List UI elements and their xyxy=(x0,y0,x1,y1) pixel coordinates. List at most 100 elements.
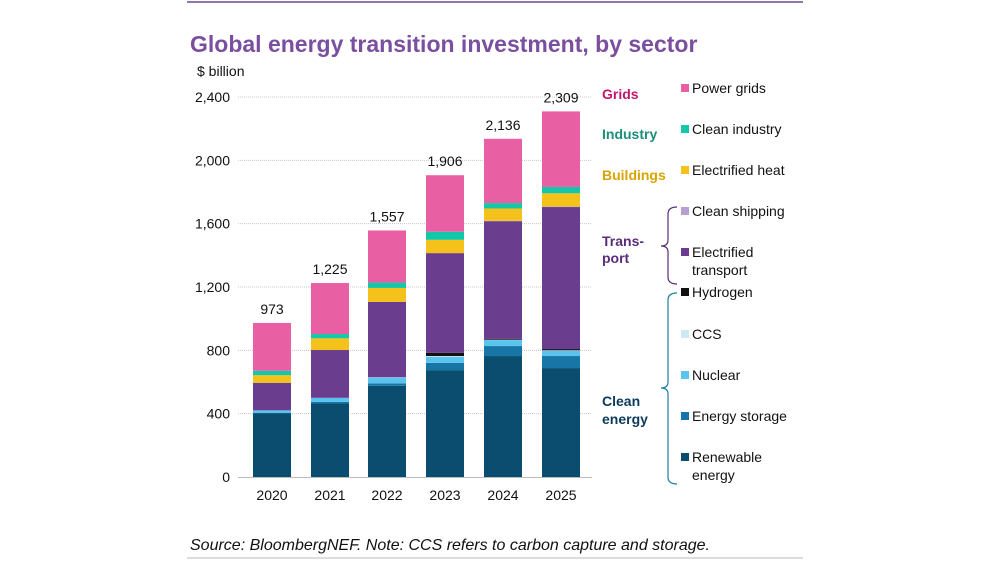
source-note: Source: BloombergNEF. Note: CCS refers t… xyxy=(190,537,710,554)
legend-swatch-renewable-energy xyxy=(681,453,689,461)
y-tick-label: 2,400 xyxy=(195,89,230,105)
legend-label: Power grids xyxy=(692,80,766,96)
bar-segment-power-grids xyxy=(484,139,522,203)
bar-segment-power-grids xyxy=(311,283,349,334)
legend-label: Clean shipping xyxy=(692,203,785,219)
y-tick-label: 1,600 xyxy=(195,216,230,232)
legend-swatch-electrified-heat xyxy=(681,166,689,174)
bar-segment-renewable-energy xyxy=(368,386,406,477)
bar-segment-electrified-transport xyxy=(368,302,406,377)
bar-segment-hydrogen xyxy=(542,349,580,350)
y-tick-label: 800 xyxy=(207,342,231,358)
legend-swatch-power-grids xyxy=(681,84,689,92)
bar-segment-ccs xyxy=(426,356,464,357)
legend-group-transport: Trans- xyxy=(602,233,644,249)
bar-segment-clean-industry xyxy=(484,203,522,208)
x-tick-label: 2024 xyxy=(487,487,518,503)
bar-segment-nuclear xyxy=(311,398,349,402)
bar-segment-energy-storage xyxy=(426,363,464,370)
y-tick-label: 400 xyxy=(207,406,231,422)
legend-swatch-energy-storage xyxy=(681,412,689,420)
legend-group-transport: port xyxy=(602,250,630,266)
bar-segment-renewable-energy xyxy=(253,414,291,477)
bar-segment-renewable-energy xyxy=(484,356,522,477)
bar-segment-electrified-transport xyxy=(484,221,522,339)
legend-group-buildings: Buildings xyxy=(602,167,666,183)
bar-segment-electrified-heat xyxy=(253,375,291,383)
legend-label: Hydrogen xyxy=(692,284,753,300)
legend-label: transport xyxy=(692,262,747,278)
bar-segment-clean-industry xyxy=(368,283,406,288)
legend-group-clean-energy: Clean xyxy=(602,393,640,409)
x-tick-label: 2022 xyxy=(371,487,402,503)
bar-segment-electrified-transport xyxy=(253,383,291,411)
bar-segment-nuclear xyxy=(253,410,291,412)
bar-segment-clean-industry xyxy=(253,371,291,375)
bar-segment-power-grids xyxy=(368,230,406,282)
bar-segment-clean-industry xyxy=(426,232,464,240)
bar-total-label: 2,309 xyxy=(543,89,578,105)
chart-title: Global energy transition investment, by … xyxy=(190,31,697,57)
bar-segment-nuclear xyxy=(368,378,406,384)
legend-label: Electrified heat xyxy=(692,162,785,178)
bar-total-label: 973 xyxy=(260,301,284,317)
bar-segment-nuclear xyxy=(426,357,464,363)
bar-segment-power-grids xyxy=(542,111,580,187)
legend-label: Electrified xyxy=(692,244,753,260)
bar-segment-energy-storage xyxy=(542,356,580,368)
legend-swatch-nuclear xyxy=(681,371,689,379)
bar-segment-clean-industry xyxy=(311,334,349,338)
bar-segment-hydrogen xyxy=(484,339,522,340)
bar-total-label: 2,136 xyxy=(485,117,520,133)
bar-segment-energy-storage xyxy=(368,383,406,385)
bar-segment-renewable-energy xyxy=(311,404,349,477)
bar-segment-nuclear xyxy=(484,340,522,346)
legend-label: Nuclear xyxy=(692,367,741,383)
bar-total-label: 1,906 xyxy=(427,153,462,169)
legend-swatch-clean-shipping xyxy=(681,207,689,215)
x-tick-label: 2023 xyxy=(429,487,460,503)
bar-total-label: 1,225 xyxy=(312,261,347,277)
bar-segment-clean-industry xyxy=(542,187,580,193)
bar-total-label: 1,557 xyxy=(369,208,404,224)
legend-label: energy xyxy=(692,467,735,483)
legend-swatch-hydrogen xyxy=(681,288,689,296)
y-tick-label: 0 xyxy=(222,469,230,485)
legend-label: CCS xyxy=(692,326,722,342)
y-tick-label: 2,000 xyxy=(195,152,230,168)
bar-segment-electrified-transport xyxy=(426,253,464,353)
bar-segment-renewable-energy xyxy=(426,370,464,477)
bar-segment-electrified-heat xyxy=(542,193,580,206)
bar-segment-electrified-heat xyxy=(311,338,349,350)
bar-segment-electrified-heat xyxy=(368,288,406,302)
legend-label: Renewable xyxy=(692,449,762,465)
legend-swatch-clean-industry xyxy=(681,125,689,133)
transport-brace xyxy=(661,207,677,284)
bar-segment-energy-storage xyxy=(484,346,522,356)
bar-segment-energy-storage xyxy=(253,413,291,414)
legend-label: Energy storage xyxy=(692,408,787,424)
bar-segment-electrified-heat xyxy=(484,208,522,220)
x-tick-label: 2021 xyxy=(314,487,345,503)
y-axis-label: $ billion xyxy=(197,63,244,79)
bar-segment-energy-storage xyxy=(311,402,349,404)
legend-swatch-ccs xyxy=(681,330,689,338)
bar-segment-electrified-transport xyxy=(311,350,349,398)
legend-label: Clean industry xyxy=(692,121,782,137)
legend-group-industry: Industry xyxy=(602,126,657,142)
bar-segment-hydrogen xyxy=(426,353,464,356)
bar-segment-electrified-transport xyxy=(542,207,580,349)
bar-segment-electrified-heat xyxy=(426,240,464,253)
legend-swatch-electrified-transport xyxy=(681,248,689,256)
clean-energy-brace xyxy=(661,293,677,484)
x-tick-label: 2025 xyxy=(545,487,576,503)
legend-group-clean-energy: energy xyxy=(602,411,648,427)
bar-segment-power-grids xyxy=(253,323,291,371)
bar-segment-nuclear xyxy=(542,351,580,356)
x-tick-label: 2020 xyxy=(256,487,287,503)
legend-group-grids: Grids xyxy=(602,86,639,102)
y-tick-label: 1,200 xyxy=(195,279,230,295)
bar-segment-power-grids xyxy=(426,175,464,232)
bar-segment-renewable-energy xyxy=(542,368,580,477)
